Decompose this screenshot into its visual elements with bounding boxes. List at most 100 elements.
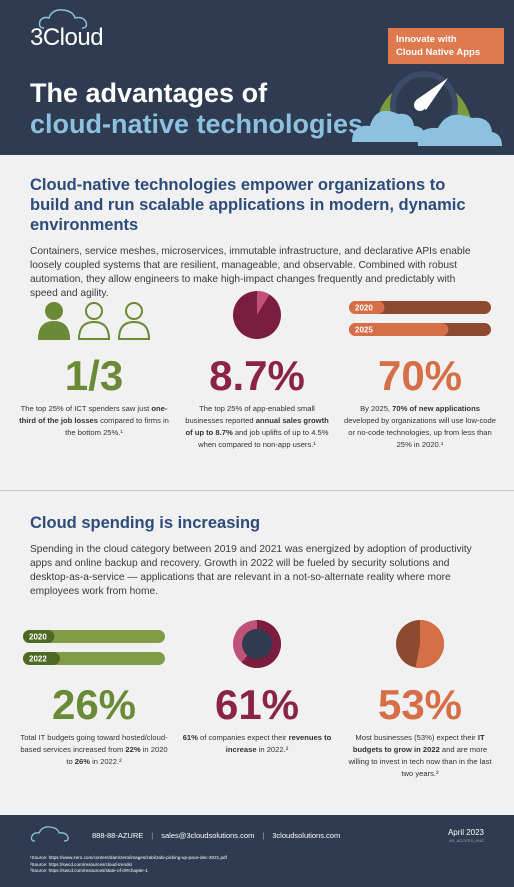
person-head (85, 302, 103, 320)
source: ³Source: https://swcd.com/resources/stat… (30, 868, 148, 873)
header: 3Cloud Innovate with Cloud Native Apps Th… (0, 0, 514, 155)
badge-line: Cloud Native Apps (396, 47, 481, 58)
stat-graphic (344, 620, 496, 670)
text-run: one-third of the job losses (19, 404, 168, 425)
badge-line: Innovate with (396, 34, 457, 45)
text-run: compared to firms in the bottom 25%.¹ (65, 416, 169, 437)
text-run: By 2025, (360, 404, 393, 413)
title: The advantages of cloud-native technologi… (30, 78, 363, 140)
text-run: revenues to increase (225, 733, 332, 754)
text-run: of companies expect their (197, 733, 289, 742)
text-run: 22% (125, 745, 141, 754)
person-body (117, 320, 151, 340)
sources: ¹Source: https://www.zero.com/content/da… (30, 855, 227, 875)
person-head (45, 302, 63, 320)
section: Cloud-native technologies empower organi… (0, 155, 514, 490)
text-run: annual sales growth of up to 8.7% (185, 416, 329, 437)
stat-chart: 2020 2025 (349, 301, 491, 336)
stat-description: The top 25% of app-enabled small busines… (181, 403, 333, 451)
bar-track (349, 301, 491, 314)
stat-chart (233, 620, 281, 668)
stat: 1/3 The top 25% of ICT spenders saw just … (18, 297, 170, 451)
stat: 2020 2025 70% By 2025, 70% of new applicati… (344, 297, 496, 451)
pie-slice (415, 620, 444, 668)
stats-row: 2020 2022 26% Total IT budgets going toward… (18, 620, 496, 780)
text-run: IT budgets to grow in 2022 (352, 733, 485, 754)
bar-fill (349, 301, 385, 314)
person-body (77, 320, 111, 340)
stats-row: 1/3 The top 25% of ICT spenders saw just … (18, 291, 496, 451)
stat: 2020 2022 26% Total IT budgets going toward… (18, 626, 170, 780)
stat-number: 8.7% (209, 352, 305, 399)
stat-description: Most businesses (53%) expect their IT bu… (344, 732, 496, 780)
section-body: Spending in the cloud category between 2… (30, 544, 472, 597)
logo-cloud (38, 9, 88, 29)
stat-number: 70% (377, 352, 463, 399)
stat-chart (396, 620, 444, 668)
contacts: 888-88-AZUREsales@3cloudsolutions.com3cl… (92, 831, 340, 840)
donut-hole (242, 629, 272, 659)
stat-number: 53% (377, 681, 463, 728)
stat: 53% Most businesses (53%) expect their IT… (344, 620, 496, 780)
bar-label: 2020 (29, 633, 47, 642)
stat-description: Total IT budgets going toward hosted/clo… (18, 732, 170, 768)
date: April 2023 (447, 828, 484, 837)
stat-graphic: 2020 2022 (18, 626, 170, 670)
contact: sales@3cloudsolutions.com (143, 831, 254, 840)
stat-graphic (18, 297, 170, 341)
title-line: The advantages of (30, 78, 268, 108)
text-run: and job uplifts of up to 4.5% when compa… (198, 428, 329, 449)
stat-description: The top 25% of ICT spenders saw just one… (18, 403, 170, 439)
person-body (37, 320, 71, 340)
section-body: Containers, service meshes, microservice… (30, 246, 471, 299)
bar-fill (23, 630, 55, 643)
stat-number: 26% (51, 681, 137, 728)
contact: 888-88-AZURE (92, 831, 144, 840)
cloud-gauge-illustration (352, 71, 502, 146)
bar-fill (23, 652, 60, 665)
bar-fill (349, 323, 449, 336)
stat-number: 61% (214, 681, 300, 728)
stat-description: 61% of companies expect their revenues t… (181, 732, 333, 756)
bar-label: 2025 (355, 326, 373, 335)
badge: Innovate with Cloud Native Apps (388, 28, 504, 64)
stat-number: 1/3 (64, 352, 124, 399)
text-run: and are more willing to invest in tech n… (348, 745, 492, 778)
person-head (125, 302, 143, 320)
person-icon (77, 302, 111, 340)
person-icon (117, 302, 151, 340)
pie-slice (257, 291, 270, 315)
text-run: Total IT budgets going toward hosted/clo… (20, 733, 168, 754)
stat: 61% 61% of companies expect their revenue… (181, 620, 333, 780)
bar-label: 2022 (29, 655, 47, 664)
section-heading: Cloud spending is increasing (30, 514, 261, 532)
text-run: in 2022.² (256, 745, 289, 754)
text-run: 70% of new applications (392, 404, 480, 413)
stat: 8.7% The top 25% of app-enabled small bus… (181, 291, 333, 451)
stat-chart: 2020 2022 (23, 630, 165, 665)
doc-code: AR_ACCESS_NNC (448, 838, 484, 843)
stat-graphic: 2020 2025 (344, 297, 496, 341)
text-run: The top 25% of ICT spenders saw just (20, 404, 152, 413)
logo: 3Cloud (30, 24, 104, 51)
text-run: 26% (74, 757, 90, 766)
section-heading: Cloud-native technologies empower organi… (30, 176, 466, 234)
stat-graphic (181, 291, 333, 341)
text-run: Most businesses (53%) expect their (355, 733, 478, 742)
source: ²Source: https://swcd.com/resources/clou… (30, 861, 133, 867)
text-run: developed by organizations will use low-… (344, 416, 496, 449)
stat-chart (37, 302, 151, 340)
section: Cloud spending is increasing Spending in… (0, 490, 514, 815)
text-run: 61% (182, 733, 198, 742)
stat-description: By 2025, 70% of new applications develop… (344, 403, 496, 451)
text-run: The top 25% of app-enabled small busines… (185, 404, 315, 425)
stat-chart (233, 291, 281, 339)
contact: 3cloudsolutions.com (254, 831, 340, 840)
source: ¹Source: https://www.zero.com/content/da… (30, 855, 227, 860)
title-line: cloud-native technologies (30, 109, 364, 139)
bar-label: 2020 (355, 304, 373, 313)
bar-track (23, 630, 165, 643)
footer-cloud (30, 826, 69, 842)
person-icon (37, 302, 71, 340)
